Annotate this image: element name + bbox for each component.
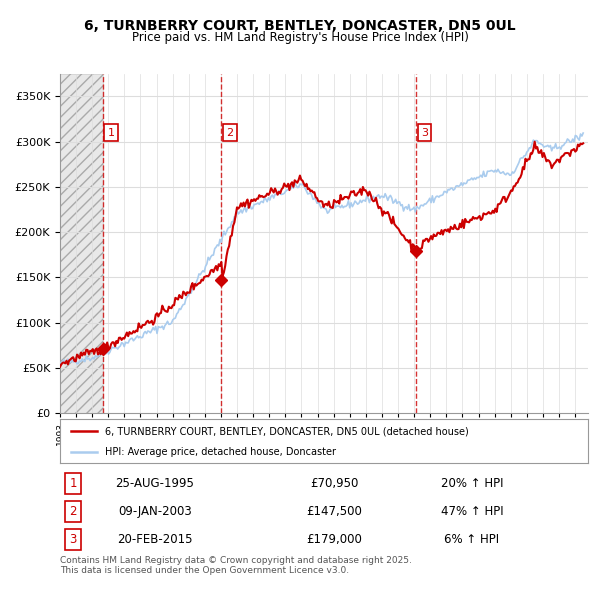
Text: 25-AUG-1995: 25-AUG-1995: [116, 477, 194, 490]
Text: 20-FEB-2015: 20-FEB-2015: [117, 533, 193, 546]
Text: HPI: Average price, detached house, Doncaster: HPI: Average price, detached house, Donc…: [105, 447, 336, 457]
Text: 1: 1: [70, 477, 77, 490]
Text: £147,500: £147,500: [307, 505, 362, 518]
Text: 2: 2: [226, 127, 233, 137]
Bar: [60, 74, 103, 413]
Text: 47% ↑ HPI: 47% ↑ HPI: [440, 505, 503, 518]
Text: 6, TURNBERRY COURT, BENTLEY, DONCASTER, DN5 0UL: 6, TURNBERRY COURT, BENTLEY, DONCASTER, …: [84, 19, 516, 33]
Text: 20% ↑ HPI: 20% ↑ HPI: [440, 477, 503, 490]
Text: 3: 3: [70, 533, 77, 546]
Text: 3: 3: [421, 127, 428, 137]
Text: 1: 1: [107, 127, 115, 137]
Text: 6% ↑ HPI: 6% ↑ HPI: [444, 533, 499, 546]
Text: £179,000: £179,000: [307, 533, 362, 546]
Text: 09-JAN-2003: 09-JAN-2003: [118, 505, 192, 518]
Text: 6, TURNBERRY COURT, BENTLEY, DONCASTER, DN5 0UL (detached house): 6, TURNBERRY COURT, BENTLEY, DONCASTER, …: [105, 427, 469, 436]
Text: 2: 2: [70, 505, 77, 518]
Text: Price paid vs. HM Land Registry's House Price Index (HPI): Price paid vs. HM Land Registry's House …: [131, 31, 469, 44]
Bar: [60, 74, 103, 413]
Text: Contains HM Land Registry data © Crown copyright and database right 2025.
This d: Contains HM Land Registry data © Crown c…: [60, 556, 412, 575]
Text: £70,950: £70,950: [310, 477, 359, 490]
